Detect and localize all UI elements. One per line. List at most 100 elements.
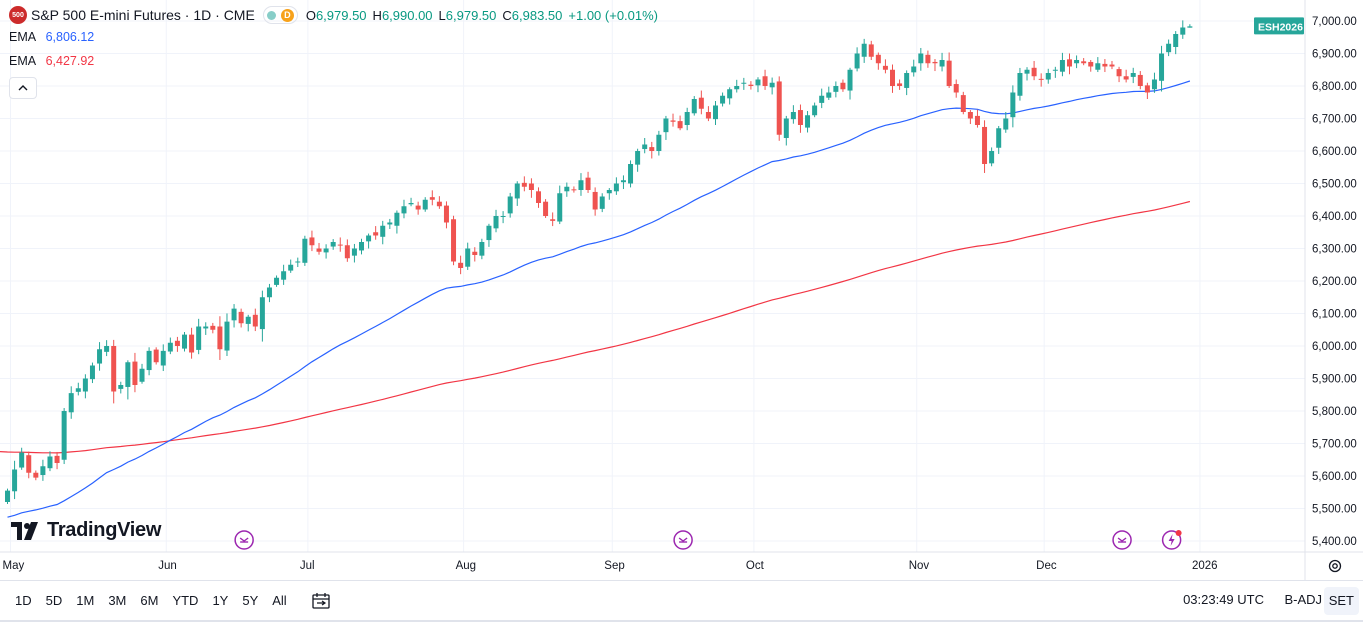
candle-body <box>182 334 187 349</box>
range-1d-button[interactable]: 1D <box>15 593 32 608</box>
candle-body <box>316 248 322 252</box>
time-tick-label: 2026 <box>1192 560 1218 572</box>
candle-body <box>1038 78 1044 80</box>
ema-slow-value: 6,427.92 <box>45 54 95 68</box>
candle-body <box>783 118 789 138</box>
range-1m-button[interactable]: 1M <box>76 593 95 608</box>
range-6m-button[interactable]: 6M <box>140 593 159 608</box>
candle-body <box>472 251 478 255</box>
change-value: +1.00 (+0.01%) <box>568 7 659 23</box>
range-all-button[interactable]: All <box>272 593 287 608</box>
candle-body <box>146 350 152 371</box>
candle-body <box>125 362 131 387</box>
candle-body <box>720 95 726 104</box>
candle-body <box>408 203 414 205</box>
candle-body <box>19 452 25 468</box>
candle-body <box>833 86 839 92</box>
back-adjust-toggle[interactable]: B-ADJ <box>1284 592 1322 607</box>
chart-legend: 500 S&P 500 E-mini Futures · 1D · CME D … <box>9 6 664 72</box>
candle-body <box>670 120 676 122</box>
price-tick-label: 6,600.00 <box>1312 146 1357 158</box>
event-circle <box>1112 530 1132 550</box>
symbol-title[interactable]: S&P 500 E-mini Futures · 1D · CME <box>31 7 255 23</box>
arrow-glyph <box>678 537 688 542</box>
candle-body <box>217 326 223 350</box>
candle-body <box>826 92 832 98</box>
candle-body <box>436 201 442 207</box>
time-axis[interactable]: May Jun Jul Aug Sep Oct Nov Dec 2026 <box>3 560 1218 572</box>
candle-body <box>649 147 655 151</box>
candle-body <box>960 95 966 112</box>
dividend-arrow-icon[interactable] <box>1112 530 1132 550</box>
candle-body <box>734 86 740 90</box>
candle-body <box>167 342 173 352</box>
candle-body <box>599 196 605 209</box>
price-tick-label: 6,300.00 <box>1312 244 1357 256</box>
tradingview-logo[interactable]: TradingView <box>11 519 161 542</box>
ema-fast-path <box>7 80 1191 518</box>
candle-body <box>606 190 612 194</box>
ema-fast-name: EMA <box>9 30 37 44</box>
price-chart[interactable]: 7,000.00 6,900.00 6,800.00 6,700.00 6,600.00… <box>0 0 1363 580</box>
chevron-up-icon <box>18 85 28 91</box>
candle-body <box>118 385 124 389</box>
time-tick-label: Aug <box>456 560 476 572</box>
chart-grid <box>0 0 1363 580</box>
candle-body <box>1088 61 1094 67</box>
arrow-glyph <box>1117 537 1127 542</box>
candle-body <box>1010 92 1016 118</box>
date-range-button[interactable] <box>310 590 332 612</box>
event-markers[interactable] <box>234 530 1182 550</box>
candle-body <box>1031 67 1037 77</box>
calendar-range-icon <box>312 593 330 609</box>
candle-body <box>153 349 159 363</box>
market-status[interactable]: D <box>262 6 298 24</box>
price-tick-label: 5,700.00 <box>1312 439 1357 451</box>
candle-body <box>819 95 825 103</box>
candle-body <box>451 219 457 262</box>
candle-body <box>890 69 895 86</box>
candle-body <box>111 346 117 392</box>
low-label: L <box>438 7 446 23</box>
candle-body <box>401 206 407 214</box>
close-label: C <box>502 7 512 23</box>
symbol-logo[interactable]: 500 <box>9 6 27 24</box>
time-tick-label: Dec <box>1036 560 1057 572</box>
candle-body <box>1159 53 1165 81</box>
candle-body <box>528 183 534 190</box>
candle-body <box>953 84 959 93</box>
candle-body <box>847 69 853 91</box>
candle-body <box>550 219 556 221</box>
dividend-arrow-icon[interactable] <box>234 530 254 550</box>
candle-body <box>26 455 32 473</box>
collapse-legend-button[interactable] <box>9 77 37 99</box>
notification-dot <box>1175 530 1182 536</box>
session-toggle[interactable]: SET <box>1323 587 1359 615</box>
ema-fast-legend[interactable]: EMA 6,806.12 <box>9 30 664 48</box>
range-5d-button[interactable]: 5D <box>45 593 63 608</box>
range-1y-button[interactable]: 1Y <box>212 593 229 608</box>
lightning-icon[interactable] <box>1161 530 1182 550</box>
candle-body <box>1024 69 1030 74</box>
range-3m-button[interactable]: 3M <box>108 593 127 608</box>
ema-slow-legend[interactable]: EMA 6,427.92 <box>9 54 664 72</box>
utc-clock[interactable]: 03:23:49 UTC <box>1183 592 1264 607</box>
dividend-arrow-icon[interactable] <box>673 530 693 550</box>
range-5y-button[interactable]: 5Y <box>242 593 259 608</box>
candle-body <box>996 128 1002 148</box>
price-axis[interactable]: 7,000.00 6,900.00 6,800.00 6,700.00 6,600.00… <box>1254 16 1357 548</box>
candle-body <box>394 212 400 226</box>
candle-body <box>911 66 917 73</box>
chart-settings-button[interactable] <box>1324 555 1346 577</box>
candle-body <box>33 472 39 478</box>
range-ytd-button[interactable]: YTD <box>172 593 199 608</box>
candle-body <box>507 196 513 214</box>
candle-body <box>1095 63 1101 70</box>
arrow-glyph <box>239 537 249 542</box>
candle-body <box>875 54 881 64</box>
candle-body <box>727 89 733 99</box>
candle-body <box>5 490 10 502</box>
event-circle <box>673 530 693 550</box>
candle-body <box>288 264 294 271</box>
candle-body <box>1151 79 1157 90</box>
